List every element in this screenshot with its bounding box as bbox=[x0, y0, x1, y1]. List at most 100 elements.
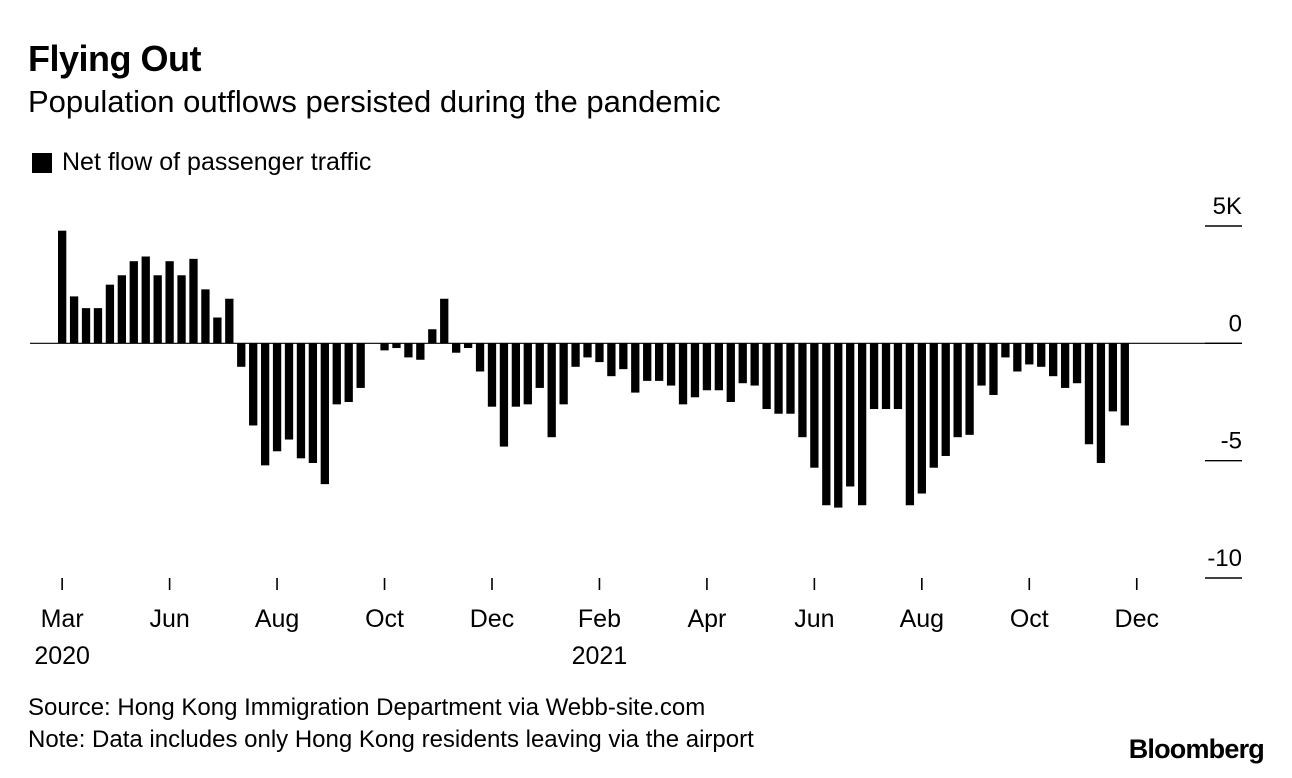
x-tick-label: Apr bbox=[687, 605, 726, 633]
bar bbox=[965, 343, 974, 435]
source-note: Source: Hong Kong Immigration Department… bbox=[28, 694, 706, 721]
bar bbox=[344, 343, 353, 402]
bar bbox=[929, 343, 938, 468]
bar bbox=[487, 343, 497, 407]
chart-subtitle: Population outflows persisted during the… bbox=[28, 84, 721, 119]
x-tick-label: Feb bbox=[578, 605, 621, 633]
bar bbox=[463, 343, 473, 349]
bar bbox=[452, 343, 461, 353]
bar bbox=[1060, 343, 1070, 388]
bar bbox=[977, 343, 986, 386]
bar bbox=[834, 343, 843, 508]
x-tick-label: Mar bbox=[41, 605, 84, 633]
bar bbox=[846, 343, 855, 487]
bar bbox=[260, 343, 270, 466]
bar bbox=[93, 308, 103, 344]
bar bbox=[571, 343, 580, 367]
bar bbox=[153, 275, 162, 344]
bar bbox=[631, 343, 640, 393]
bar bbox=[416, 343, 425, 360]
bar bbox=[857, 343, 867, 506]
bar bbox=[428, 329, 437, 344]
bar bbox=[798, 343, 807, 438]
x-tick-label: Jun bbox=[149, 605, 189, 633]
bar bbox=[1013, 343, 1022, 372]
y-tick-label: -10 bbox=[1207, 545, 1242, 572]
bar bbox=[201, 289, 210, 344]
data-note: Note: Data includes only Hong Kong resid… bbox=[28, 726, 754, 753]
bar bbox=[129, 261, 138, 344]
bloomberg-logo: Bloomberg bbox=[1128, 734, 1265, 764]
bar bbox=[989, 343, 998, 395]
bar bbox=[475, 343, 485, 372]
bar bbox=[308, 343, 318, 464]
bar bbox=[380, 343, 389, 351]
bar bbox=[881, 343, 891, 410]
bar bbox=[750, 343, 759, 386]
bar bbox=[392, 343, 401, 349]
bar bbox=[655, 343, 664, 381]
bar bbox=[523, 343, 532, 405]
bar bbox=[499, 343, 509, 447]
x-tick-label: Dec bbox=[470, 605, 514, 633]
bar bbox=[320, 343, 329, 485]
y-tick-label: -5 bbox=[1221, 428, 1242, 455]
bar bbox=[189, 258, 198, 344]
y-tick-label: 0 bbox=[1229, 310, 1242, 337]
bar bbox=[917, 343, 926, 494]
bar bbox=[595, 343, 604, 363]
bar bbox=[702, 343, 712, 391]
x-tick-label: Oct bbox=[1010, 605, 1049, 633]
x-tick-label: Dec bbox=[1115, 605, 1159, 633]
bar bbox=[1072, 343, 1082, 384]
bar bbox=[714, 343, 723, 391]
bar bbox=[213, 317, 222, 344]
bar bbox=[356, 343, 365, 388]
bar bbox=[583, 343, 592, 358]
bar bbox=[117, 275, 126, 344]
bar bbox=[678, 343, 688, 405]
x-tick-label: Jun bbox=[794, 605, 834, 633]
bar bbox=[1037, 343, 1046, 367]
bar bbox=[905, 343, 915, 506]
chart-title: Flying Out bbox=[28, 38, 201, 79]
bar bbox=[1108, 343, 1118, 412]
bar bbox=[177, 275, 186, 344]
bar bbox=[869, 343, 879, 410]
bar bbox=[284, 343, 294, 440]
legend-label: Net flow of passenger traffic bbox=[62, 148, 372, 176]
bar bbox=[272, 343, 282, 452]
bar bbox=[141, 256, 150, 344]
bar bbox=[1120, 343, 1129, 426]
bar bbox=[225, 298, 234, 344]
bar bbox=[810, 343, 819, 468]
y-tick-label: 5K bbox=[1213, 193, 1242, 220]
bar bbox=[69, 296, 79, 344]
bar bbox=[643, 343, 652, 381]
bar bbox=[440, 298, 449, 344]
bar bbox=[786, 343, 795, 414]
bar bbox=[690, 343, 700, 398]
bar bbox=[953, 343, 962, 438]
bar bbox=[165, 261, 174, 344]
bar bbox=[511, 343, 521, 407]
bar bbox=[774, 343, 783, 414]
bar bbox=[941, 343, 950, 456]
bar bbox=[726, 343, 735, 402]
legend: Net flow of passenger traffic bbox=[32, 148, 371, 177]
bar bbox=[619, 343, 628, 370]
bar bbox=[1025, 343, 1034, 365]
bar bbox=[607, 343, 616, 377]
bar bbox=[547, 343, 556, 438]
x-tick-year-label: 2020 bbox=[34, 642, 90, 670]
x-tick-year-label: 2021 bbox=[572, 642, 628, 670]
bar bbox=[1049, 343, 1058, 377]
bar bbox=[105, 284, 115, 344]
legend-swatch bbox=[32, 152, 52, 173]
bar bbox=[249, 343, 258, 426]
bar bbox=[762, 343, 771, 410]
bar bbox=[822, 343, 831, 506]
bar bbox=[1096, 343, 1106, 464]
bar bbox=[296, 343, 306, 459]
